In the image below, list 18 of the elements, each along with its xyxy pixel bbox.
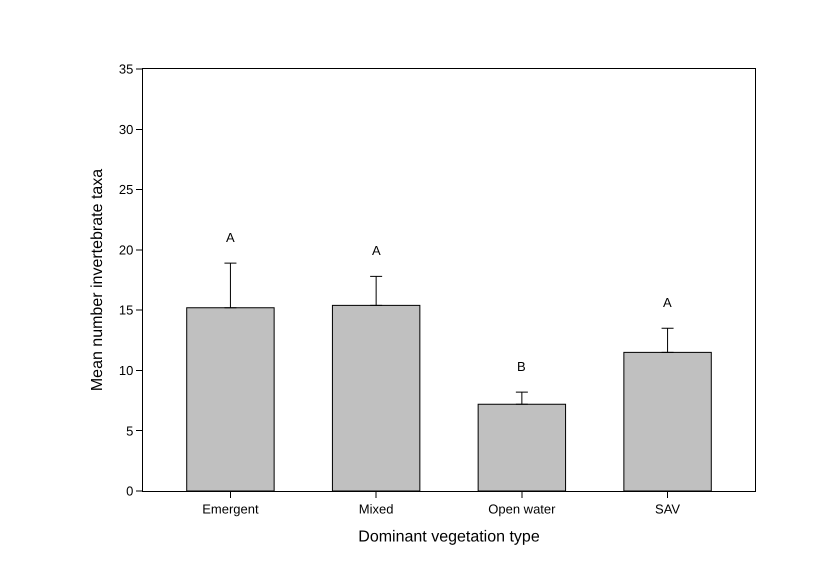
y-tick-label: 10 (118, 362, 134, 378)
y-tick-label: 20 (118, 242, 134, 258)
y-tick-label: 0 (126, 484, 134, 499)
annotation: A (226, 230, 235, 245)
y-tick-label: 30 (118, 122, 134, 137)
y-tick-label: 35 (118, 62, 134, 77)
annotation: A (372, 243, 381, 258)
y-tick-label: 25 (118, 182, 134, 198)
annotation: A (663, 295, 672, 310)
annotation: B (517, 359, 526, 374)
x-tick-label: SAV (655, 502, 680, 517)
y-axis-title: Mean number invertebrate taxa (88, 168, 106, 392)
y-tick-label: 15 (118, 302, 134, 318)
x-tick-label: Open water (488, 502, 556, 517)
x-tick-label: Mixed (358, 502, 394, 517)
y-tick-label: 5 (126, 423, 134, 438)
x-tick-label: Emergent (202, 502, 259, 517)
x-axis-title: Dominant vegetation type (358, 528, 540, 546)
